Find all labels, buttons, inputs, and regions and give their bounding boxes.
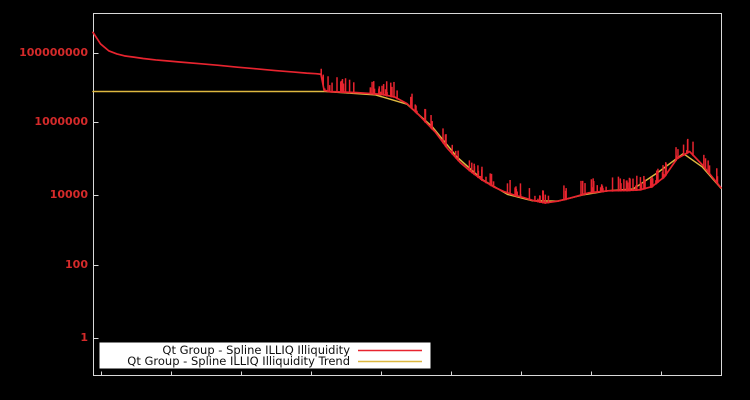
y-tick-label-0: 100000000 <box>19 46 88 59</box>
series-layer <box>92 31 722 204</box>
legend-label-illiquidity-trend[interactable]: Qt Group - Spline ILLIQ Illiquidity Tren… <box>127 354 350 368</box>
plot-frame <box>92 12 723 377</box>
legend-background <box>99 342 431 369</box>
plot-axes <box>92 12 723 377</box>
series-line-illiquidity <box>92 31 722 204</box>
y-tick-label-2: 10000 <box>50 188 89 201</box>
legend: Qt Group - Spline ILLIQ Illiquidity Qt G… <box>99 342 431 369</box>
y-tick-label-1: 1000000 <box>34 115 88 128</box>
y-tick-label-3: 100 <box>65 258 88 271</box>
y-axis-ticks <box>93 53 99 339</box>
legend-label-illiquidity[interactable]: Qt Group - Spline ILLIQ Illiquidity <box>162 343 350 357</box>
x-axis-ticks <box>101 371 662 376</box>
y-tick-label-4: 1 <box>80 331 88 344</box>
y-axis-tick-labels: 100000000 1000000 10000 100 1 <box>19 46 88 344</box>
